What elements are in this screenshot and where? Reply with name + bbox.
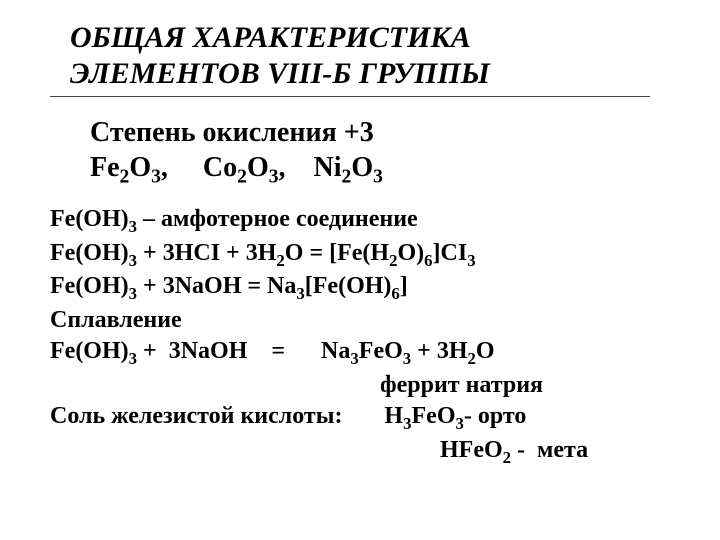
subtitle-line-1: Степень окисления +3 — [90, 115, 680, 150]
body-line-4: Сплавление — [50, 305, 680, 336]
title-line-1: ОБЩАЯ ХАРАКТЕРИСТИКА — [70, 20, 680, 56]
slide: ОБЩАЯ ХАРАКТЕРИСТИКА ЭЛЕМЕНТОВ VIII-Б ГР… — [0, 0, 720, 540]
ferrite-label: феррит натрия — [380, 372, 543, 398]
meta-label: HFeO2 - мета — [440, 437, 588, 463]
body-line-6: феррит натрия — [50, 370, 680, 401]
body-line-8: HFeO2 - мета — [50, 435, 680, 469]
body-line-3: Fe(OH)3 + 3NaOH = Na3[Fe(OH)6] — [50, 271, 680, 305]
body-line-2: Fe(OH)3 + 3HCI + 3H2O = [Fe(H2O)6]CI3 — [50, 238, 680, 272]
body-line-5: Fe(OH)3 + 3NaOH = Na3FeO3 + 3H2O — [50, 336, 680, 370]
title-line-2: ЭЛЕМЕНТОВ VIII-Б ГРУППЫ — [70, 56, 680, 92]
body-line-1: Fe(OH)3 – амфотерное соединение — [50, 204, 680, 238]
subtitle: Степень окисления +3 Fe2O3, Co2O3, Ni2O3 — [50, 115, 680, 190]
title-underline — [50, 96, 650, 97]
subtitle-line-2: Fe2O3, Co2O3, Ni2O3 — [90, 150, 680, 190]
slide-title: ОБЩАЯ ХАРАКТЕРИСТИКА ЭЛЕМЕНТОВ VIII-Б ГР… — [50, 20, 680, 92]
body-content: Fe(OH)3 – амфотерное соединение Fe(OH)3 … — [50, 204, 680, 468]
body-line-7: Соль железистой кислоты: H3FeO3- орто — [50, 401, 680, 435]
